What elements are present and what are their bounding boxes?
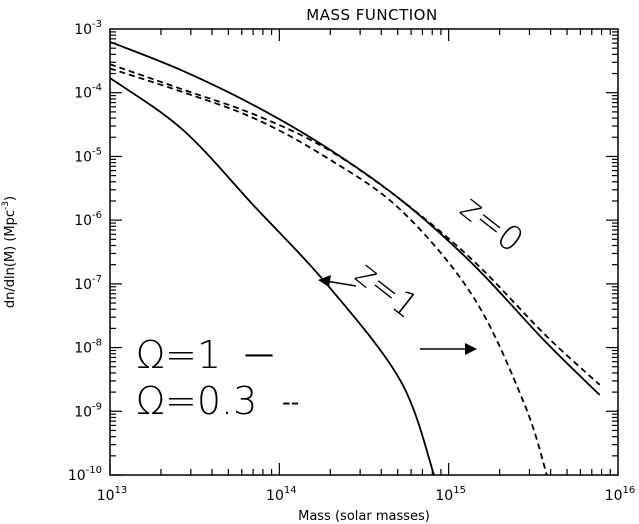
x-tick-label: 1015 [435, 485, 466, 504]
y-tick-label: 10-4 [74, 83, 102, 102]
y-tick-label: 10-9 [74, 401, 102, 420]
solid-line-key: — [244, 337, 274, 372]
series-line-3 [109, 67, 548, 476]
x-axis-label: Mass (solar masses) [298, 509, 430, 524]
axis-tick-labels: 1013 1014 1015 1016 10-10 10-9 10-8 10-7 10-6 10-… [68, 19, 635, 504]
series-line-1 [109, 63, 601, 386]
data-series [109, 40, 601, 476]
y-tick-label: 10-3 [74, 19, 102, 38]
x-tick-label: 1014 [266, 485, 297, 504]
z1-label: z=1 [347, 254, 425, 327]
chart-title: MASS FUNCTION [306, 6, 437, 24]
z1-arrow-left [325, 280, 357, 287]
y-tick-label: 10-6 [74, 210, 102, 229]
y-axis-label: dn/dln(M) (Mpc-3) [1, 196, 18, 308]
y-tick-label: 10-5 [74, 146, 102, 165]
series-line-2 [109, 77, 435, 476]
x-tick-label: 1013 [97, 485, 128, 504]
y-tick-label: 10-7 [74, 274, 102, 293]
z1-arrowhead-right [465, 343, 477, 355]
dashed-line-key: -- [282, 388, 299, 416]
y-tick-label: 10-8 [74, 338, 102, 357]
y-tick-label: 10-10 [68, 465, 102, 484]
plot-frame [109, 28, 619, 476]
z1-arrowhead-left [318, 275, 331, 287]
omega-one-label: Ω=1 [136, 333, 221, 377]
x-tick-label: 1016 [605, 485, 636, 504]
z0-label: z=0 [452, 188, 530, 261]
axis-ticks [109, 29, 618, 476]
omega-03-label: Ω=0.3 [136, 379, 257, 423]
